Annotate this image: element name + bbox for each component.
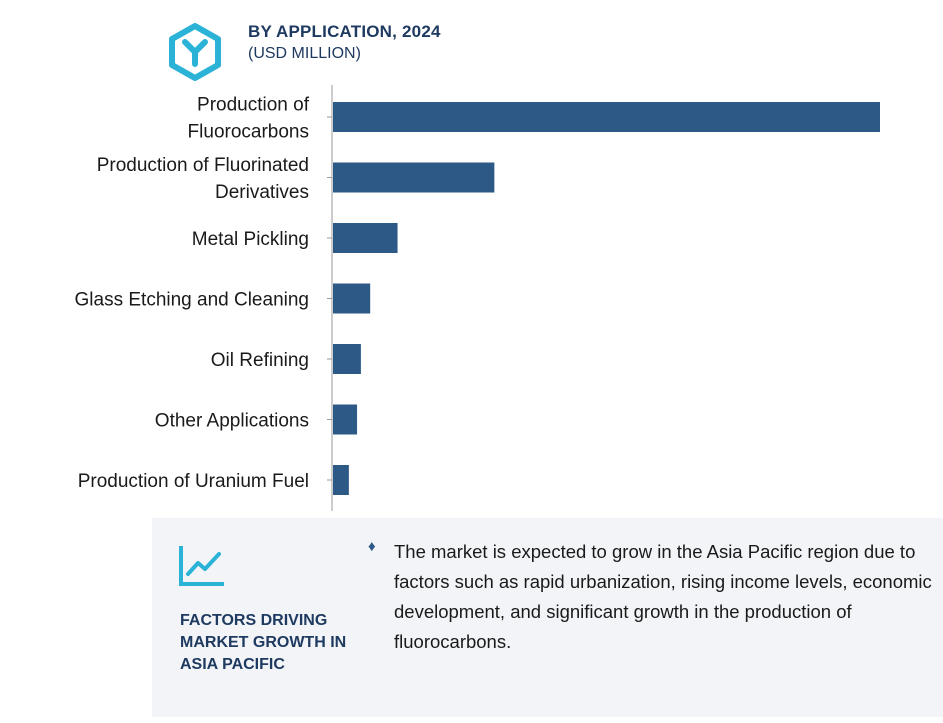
bar-chart: Production of Fluorocarbons Production of … [75,85,880,511]
bar [333,283,371,314]
trend-chart-icon [179,546,224,586]
category-label: Production of Fluorinated Derivatives [97,155,309,203]
category-label: Production of Uranium Fuel [78,471,309,492]
chart-title: BY APPLICATION, 2024 [248,22,441,41]
diamond-bullet-icon: ♦ [368,538,376,555]
category-label: Other Applications [155,411,309,432]
factors-panel: FACTORS DRIVING MARKET GROWTH IN ASIA PA… [152,518,943,717]
bar [333,102,880,132]
category-label: Glass Etching and Cleaning [75,290,309,311]
category-label: Metal Pickling [192,229,309,250]
hexagon-y-logo-icon [169,23,221,81]
bar [333,404,358,435]
bar [333,465,349,495]
factors-title: FACTORS DRIVING MARKET GROWTH IN ASIA PA… [180,612,347,673]
factors-description: The market is expected to grow in the As… [394,541,932,652]
category-label: Production of Fluorocarbons [188,95,310,143]
bar [333,344,361,374]
bar [333,162,495,193]
bar [333,223,398,253]
category-label: Oil Refining [211,350,309,371]
chart-subtitle: (USD MILLION) [248,45,361,62]
